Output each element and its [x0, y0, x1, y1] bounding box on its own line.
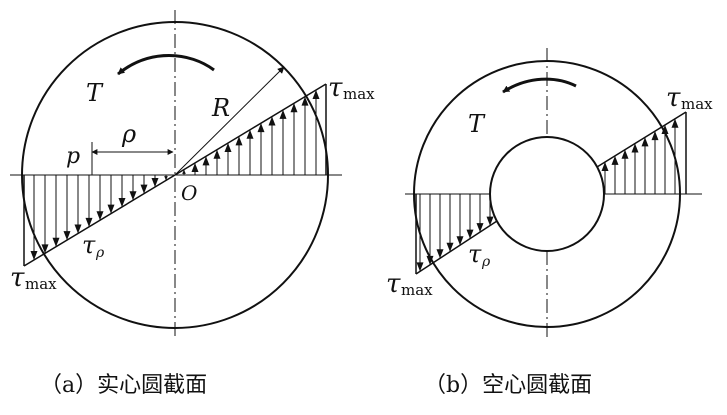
hollow-torque-arrow — [502, 77, 577, 94]
stress-arrow-head — [85, 217, 93, 227]
stress-arrow-head — [52, 237, 60, 247]
hollow-tau-max-left-label: τ max — [386, 269, 433, 299]
svg-text:τ: τ — [386, 269, 401, 299]
stress-arrow-head — [486, 216, 494, 226]
origin-label: O — [181, 181, 197, 205]
hollow-stress-arrows-left — [416, 194, 494, 272]
radius-arrow — [175, 66, 285, 175]
stress-arrow-head — [30, 250, 38, 260]
stress-arrow-head — [235, 136, 243, 146]
stress-arrow-head — [446, 242, 454, 252]
stress-arrow-head — [257, 123, 265, 133]
svg-text:max: max — [25, 275, 57, 293]
solid-tau-rho-label: τ ρ — [82, 231, 105, 261]
hollow-stress-arrows-right — [601, 118, 679, 194]
stress-arrow-head — [213, 149, 221, 159]
stress-arrow-head — [621, 149, 629, 159]
solid-torque-label: T — [86, 79, 104, 107]
stress-arrow-head — [41, 244, 49, 254]
hollow-section: T τ max τ max τ ρ — [386, 48, 713, 340]
svg-text:τ: τ — [666, 83, 681, 113]
stress-arrow-head — [74, 224, 82, 234]
stress-arrow-head — [182, 169, 186, 174]
solid-stress-arrows-left — [30, 175, 168, 260]
stress-arrow-head — [268, 116, 276, 126]
stress-arrow-head — [436, 249, 444, 259]
stress-arrow-head — [466, 229, 474, 239]
solid-stress-line-right — [174, 83, 327, 176]
stress-arrow-head — [290, 103, 298, 113]
stress-arrow-head — [151, 178, 159, 188]
svg-text:τ: τ — [10, 263, 25, 293]
hollow-stress-line-left — [415, 220, 498, 275]
svg-text:τ: τ — [328, 73, 343, 103]
point-p-label: p — [66, 144, 80, 169]
stress-arrow-head — [476, 223, 484, 233]
stress-arrow-head — [631, 143, 639, 153]
svg-text:ρ: ρ — [95, 245, 105, 261]
stress-arrow-head — [140, 184, 148, 194]
stress-arrow-head — [601, 162, 609, 172]
stress-arrow-head — [224, 143, 232, 153]
hollow-torque-label: T — [468, 110, 486, 138]
caption-a: （a）实心圆截面 — [40, 373, 207, 398]
stress-arrow-head — [202, 156, 210, 166]
svg-text:max: max — [343, 85, 375, 103]
solid-tau-max-left-label: τ max — [10, 263, 57, 293]
hollow-inner-circle — [489, 136, 605, 252]
stress-arrow-head — [661, 124, 669, 134]
stress-arrow-head — [191, 162, 199, 172]
stress-arrow-head — [164, 176, 168, 181]
stress-arrow-head — [312, 90, 320, 100]
rho-label: ρ — [121, 120, 136, 148]
svg-text:max: max — [401, 281, 433, 299]
hollow-stress-line-right — [596, 111, 687, 168]
stress-arrow-head — [118, 197, 126, 207]
stress-arrow-head — [246, 129, 254, 139]
stress-arrow-head — [129, 191, 137, 201]
stress-arrow-head — [96, 211, 104, 221]
stress-arrow-head — [641, 137, 649, 147]
caption-b: （b）空心圆截面 — [424, 373, 592, 398]
solid-section: R ρ p O T τ max τ max τ ρ — [10, 10, 375, 338]
stress-arrow-head — [416, 262, 424, 272]
stress-arrow-head — [63, 231, 71, 241]
stress-arrow-head — [279, 109, 287, 119]
solid-torque-arrow — [117, 54, 215, 76]
stress-arrow-head — [301, 96, 309, 106]
stress-arrow-head — [611, 155, 619, 165]
hollow-tau-rho-label: τ ρ — [468, 240, 491, 270]
radius-label: R — [211, 94, 230, 122]
solid-stress-line-left — [23, 174, 176, 267]
svg-text:ρ: ρ — [481, 254, 491, 270]
stress-arrow-head — [107, 204, 115, 214]
hollow-tau-max-right-label: τ max — [666, 83, 713, 113]
svg-text:max: max — [681, 95, 713, 113]
svg-text:τ: τ — [82, 231, 96, 259]
stress-arrow-head — [456, 236, 464, 246]
stress-arrow-head — [671, 118, 679, 128]
svg-text:τ: τ — [468, 240, 482, 268]
solid-tau-max-right-label: τ max — [328, 73, 375, 103]
stress-arrow-head — [651, 131, 659, 141]
solid-stress-arrows-right — [182, 90, 320, 175]
stress-arrow-head — [426, 255, 434, 265]
